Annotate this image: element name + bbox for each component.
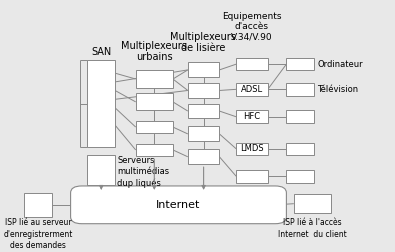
Bar [286,83,314,96]
Text: SAN: SAN [91,47,111,57]
Bar [286,110,314,123]
Bar [136,71,173,88]
Bar [188,62,220,77]
Bar [286,170,314,182]
Bar [236,110,268,123]
Bar [87,60,115,147]
Bar [236,170,268,182]
Bar [188,127,220,141]
Text: Equipements
d'accès
V.34/V.90: Equipements d'accès V.34/V.90 [222,12,282,42]
Text: LMDS: LMDS [240,144,264,153]
Text: Multiplexeurs
de lisière: Multiplexeurs de lisière [171,32,236,53]
Bar [236,83,268,96]
FancyBboxPatch shape [71,186,286,224]
Bar [188,149,220,164]
Bar [286,142,314,155]
Text: ISP lié à l'accès
Internet  du client: ISP lié à l'accès Internet du client [278,218,347,239]
Text: Ordinateur: Ordinateur [317,60,363,69]
Text: Télévision: Télévision [317,85,358,94]
Bar [286,58,314,71]
Bar [236,58,268,71]
Bar [24,193,52,217]
Bar [294,194,331,213]
Bar [87,155,115,185]
Bar [236,142,268,155]
Text: ISP lié au serveur
d'enregistrerment
des demandes: ISP lié au serveur d'enregistrerment des… [4,218,73,250]
Bar [136,93,173,110]
Text: HFC: HFC [243,112,261,121]
Bar [188,104,220,118]
Text: ADSL: ADSL [241,85,263,94]
Text: Serveurs
multimédias
dup liqués: Serveurs multimédias dup liqués [117,156,169,188]
Bar [136,144,173,156]
Text: Multiplexeurs
urbains: Multiplexeurs urbains [121,41,187,62]
Bar [136,121,173,133]
Bar [188,83,220,98]
Text: Internet: Internet [156,200,201,210]
